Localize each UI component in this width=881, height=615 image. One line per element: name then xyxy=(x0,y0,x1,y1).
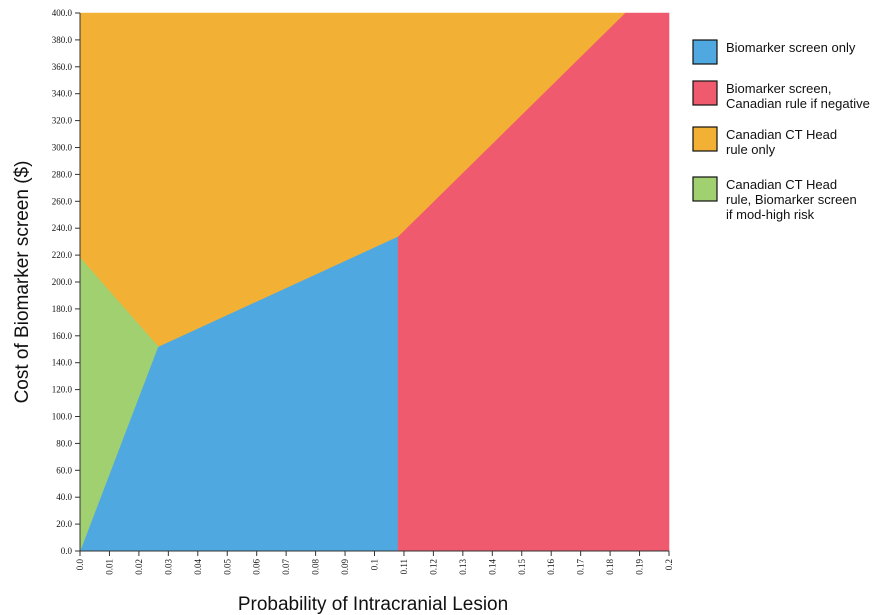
legend-label: Canadian CT Head xyxy=(726,177,837,192)
x-tick-label: 0.17 xyxy=(576,559,586,575)
legend-swatch xyxy=(692,126,718,152)
x-tick-label: 0.14 xyxy=(487,559,497,575)
x-axis-ticks: 0.0 0.01 0.02 0.03 0.04 0.05 0.06 0.07 0.08 0.09 0… xyxy=(75,551,674,575)
x-axis-title: Probability of Intracranial Lesion xyxy=(238,594,508,615)
x-tick-label: 0.08 xyxy=(311,559,321,575)
legend-label: rule only xyxy=(726,142,776,157)
y-tick-label: 40.0 xyxy=(56,492,72,502)
y-tick-label: 100.0 xyxy=(52,412,73,422)
x-tick-label: 0.09 xyxy=(340,559,350,575)
legend-label: Canadian rule if negative xyxy=(726,96,870,111)
y-tick-label: 300.0 xyxy=(52,143,73,153)
x-tick-label: 0.06 xyxy=(252,559,262,575)
y-tick-label: 180.0 xyxy=(52,304,73,314)
x-tick-label: 0.2 xyxy=(664,559,674,570)
legend-label: rule, Biomarker screen xyxy=(726,192,857,207)
y-tick-label: 140.0 xyxy=(52,358,73,368)
x-tick-label: 0.19 xyxy=(635,559,645,575)
legend-item: Biomarker screen only xyxy=(692,39,856,65)
x-tick-label: 0.07 xyxy=(281,559,291,575)
x-tick-label: 0.03 xyxy=(163,559,173,575)
plot-regions xyxy=(79,12,670,552)
y-axis-title: Cost of Biomarker screen ($) xyxy=(12,161,33,404)
x-tick-label: 0.05 xyxy=(222,559,232,575)
x-tick-label: 0.12 xyxy=(428,559,438,575)
x-tick-label: 0.15 xyxy=(517,559,527,575)
x-tick-label: 0.04 xyxy=(193,559,203,575)
y-tick-label: 80.0 xyxy=(56,438,72,448)
y-tick-label: 160.0 xyxy=(52,331,73,341)
y-tick-label: 400.0 xyxy=(52,8,73,18)
y-tick-label: 280.0 xyxy=(52,169,73,179)
x-tick-label: 0.16 xyxy=(546,559,556,575)
y-tick-label: 260.0 xyxy=(52,196,73,206)
y-tick-label: 220.0 xyxy=(52,250,73,260)
y-tick-label: 380.0 xyxy=(52,35,73,45)
x-tick-label: 0.18 xyxy=(605,559,615,575)
y-tick-label: 20.0 xyxy=(56,519,72,529)
x-tick-label: 0.1 xyxy=(370,559,380,570)
legend-swatch xyxy=(692,176,718,202)
legend-label: Biomarker screen only xyxy=(726,40,856,55)
x-tick-label: 0.11 xyxy=(399,559,409,574)
x-tick-label: 0.13 xyxy=(458,559,468,575)
y-tick-label: 120.0 xyxy=(52,385,73,395)
y-tick-label: 240.0 xyxy=(52,223,73,233)
x-tick-label: 0.01 xyxy=(104,559,114,575)
legend-item: Biomarker screen,Canadian rule if negati… xyxy=(692,80,870,111)
legend-label: if mod-high risk xyxy=(726,207,815,222)
x-tick-label: 0.0 xyxy=(75,559,85,571)
y-tick-label: 60.0 xyxy=(56,465,72,475)
y-tick-label: 200.0 xyxy=(52,277,73,287)
y-tick-label: 340.0 xyxy=(52,89,73,99)
y-tick-label: 0.0 xyxy=(61,546,73,556)
legend-label: Biomarker screen, xyxy=(726,81,831,96)
y-tick-label: 360.0 xyxy=(52,62,73,72)
legend-label: Canadian CT Head xyxy=(726,127,837,142)
x-tick-label: 0.02 xyxy=(134,559,144,575)
y-tick-label: 320.0 xyxy=(52,116,73,126)
legend-swatch xyxy=(692,39,718,65)
y-axis-ticks: 0.0 20.0 40.0 60.0 80.0 100.0 120.0 140.0 160.0 1… xyxy=(52,8,80,556)
legend-swatch xyxy=(692,80,718,106)
